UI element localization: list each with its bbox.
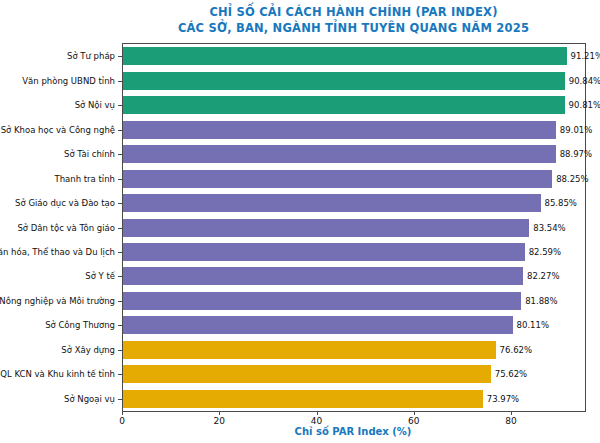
value-label: 76.62% [496,345,532,355]
category-label: Sở Dân tộc và Tôn giáo [17,223,115,233]
category-label: Sở Tài chính [64,149,115,159]
plot-area: Sở Tư pháp91.21%Văn phòng UBND tỉnh90.84… [122,43,586,412]
y-tick-mark [118,228,122,229]
bar [123,170,552,188]
par-index-bar-chart: CHỈ SỐ CẢI CÁCH HÀNH CHÍNH (PAR INDEX) C… [0,0,600,443]
x-tick-label: 20 [214,416,225,426]
bar-row: Sở Tư pháp91.21% [123,44,585,68]
bar-row: Sở Xây dựng76.62% [123,338,585,362]
bar-row: Sở Khoa học và Công nghệ89.01% [123,117,585,141]
bar-row: Sở Văn hóa, Thể thao và Du lịch82.59% [123,240,585,264]
value-label: 90.81% [565,100,600,110]
y-tick-mark [118,325,122,326]
category-label: Sở Công Thương [45,320,115,330]
y-tick-mark [118,81,122,82]
bar-row: Thanh tra tỉnh88.25% [123,166,585,190]
y-tick-mark [118,301,122,302]
bar-row: Văn phòng UBND tỉnh90.84% [123,68,585,92]
value-label: 88.97% [556,149,592,159]
y-tick-mark [118,252,122,253]
bar [123,316,513,334]
value-label: 85.85% [541,198,577,208]
bar [123,145,556,163]
x-tick-label: 80 [505,416,516,426]
value-label: 81.88% [521,296,557,306]
bar-row: Sở Nông nghiệp và Môi trường81.88% [123,289,585,313]
bar [123,243,525,261]
category-label: Sở Văn hóa, Thể thao và Du lịch [0,247,115,257]
category-label: Sở Tư pháp [67,51,115,61]
y-tick-mark [118,350,122,351]
y-tick-mark [118,203,122,204]
category-label: BQL KCN và Khu kinh tế tỉnh [0,369,115,379]
bar [123,390,483,408]
value-label: 73.97% [483,394,519,404]
bar-row: Sở Nội vụ90.81% [123,93,585,117]
bar-row: Sở Dân tộc và Tôn giáo83.54% [123,215,585,239]
bar-row: Sở Tài chính88.97% [123,142,585,166]
y-tick-mark [118,399,122,400]
x-tick-mark [414,411,415,415]
bar [123,219,529,237]
y-tick-mark [118,374,122,375]
x-tick-mark [511,411,512,415]
category-label: Sở Y tế [85,271,115,281]
value-label: 80.11% [513,320,549,330]
value-label: 83.54% [529,223,565,233]
y-tick-mark [118,56,122,57]
value-label: 75.62% [491,369,527,379]
bar [123,292,521,310]
bar-row: Sở Giáo dục và Đào tạo85.85% [123,191,585,215]
bar [123,341,496,359]
y-tick-mark [118,130,122,131]
x-tick-mark [219,411,220,415]
chart-title: CHỈ SỐ CẢI CÁCH HÀNH CHÍNH (PAR INDEX) C… [122,4,585,36]
value-label: 89.01% [556,125,592,135]
x-tick-mark [317,411,318,415]
bar [123,47,567,65]
bar [123,96,565,114]
category-label: Sở Giáo dục và Đào tạo [15,198,115,208]
bar [123,267,523,285]
bar-row: Sở Ngoại vụ73.97% [123,387,585,411]
bar [123,121,556,139]
bar-row: BQL KCN và Khu kinh tế tỉnh75.62% [123,362,585,386]
category-label: Văn phòng UBND tỉnh [22,76,115,86]
y-tick-mark [118,154,122,155]
bar-row: Sở Công Thương80.11% [123,313,585,337]
value-label: 82.27% [523,271,559,281]
category-label: Sở Nội vụ [75,100,115,110]
value-label: 82.59% [525,247,561,257]
value-label: 90.84% [565,76,600,86]
bar [123,365,491,383]
x-tick-mark [122,411,123,415]
y-tick-mark [118,105,122,106]
x-tick-label: 60 [408,416,419,426]
category-label: Sở Xây dựng [61,345,115,355]
category-label: Sở Nông nghiệp và Môi trường [0,296,115,306]
bar [123,72,565,90]
y-tick-mark [118,276,122,277]
x-tick-label: 0 [119,416,125,426]
category-label: Sở Ngoại vụ [64,394,115,404]
bar-row: Sở Y tế82.27% [123,264,585,288]
category-label: Thanh tra tỉnh [55,174,115,184]
value-label: 88.25% [552,174,588,184]
category-label: Sở Khoa học và Công nghệ [1,125,115,135]
chart-title-line2: CÁC SỞ, BAN, NGÀNH TỈNH TUYÊN QUANG NĂM … [122,20,585,36]
y-tick-mark [118,179,122,180]
value-label: 91.21% [567,51,600,61]
x-axis-label: Chỉ số PAR Index (%) [122,426,584,437]
chart-title-line1: CHỈ SỐ CẢI CÁCH HÀNH CHÍNH (PAR INDEX) [122,4,585,20]
bar [123,194,541,212]
x-tick-label: 40 [311,416,322,426]
